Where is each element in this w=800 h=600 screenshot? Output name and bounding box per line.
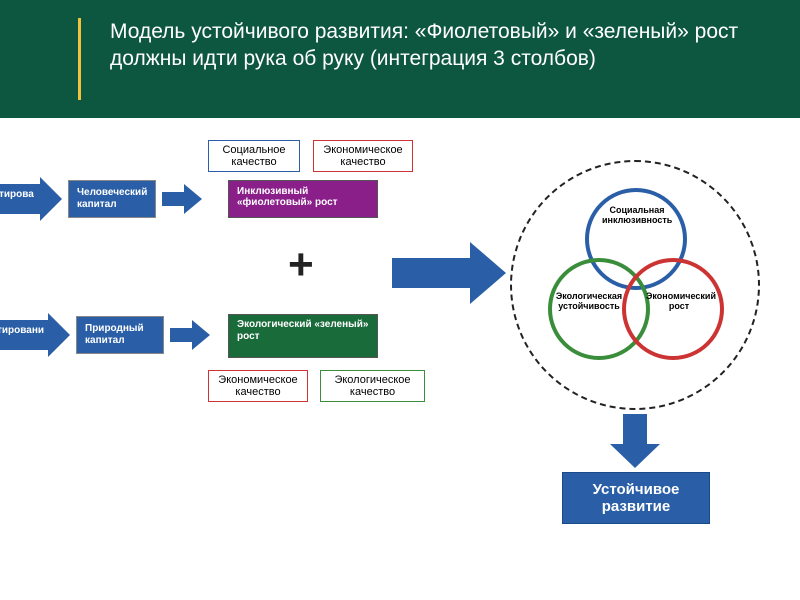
box-human-capital: Человеческий капитал bbox=[68, 180, 156, 218]
arrow1b-head bbox=[184, 184, 202, 214]
big-arrow-head bbox=[470, 242, 506, 304]
venn-label-eco: Экологическая устойчивость bbox=[554, 292, 624, 312]
slide-header: Модель устойчивого развития: «Фиолетовый… bbox=[0, 0, 800, 118]
down-arrow-body bbox=[623, 414, 647, 444]
arrow2a-head bbox=[48, 313, 70, 357]
result-box: Устойчивое развитие bbox=[562, 472, 710, 524]
plus-sign: + bbox=[288, 240, 314, 290]
label-economic-quality: Экономическое качество bbox=[313, 140, 413, 172]
box-invest2: естировани bbox=[0, 320, 48, 350]
slide-title: Модель устойчивого развития: «Фиолетовый… bbox=[110, 18, 780, 73]
venn-label-social: Социальная инклюзивность bbox=[602, 206, 672, 226]
arrow2b-head bbox=[192, 320, 210, 350]
label-ecological-quality: Экологическое качество bbox=[320, 370, 425, 402]
arrow1b-body bbox=[162, 192, 184, 206]
big-arrow-body bbox=[392, 258, 470, 288]
down-arrow-head bbox=[610, 444, 660, 468]
label-economic-quality-2: Экономическое качество bbox=[208, 370, 308, 402]
header-accent-bar bbox=[78, 18, 81, 100]
box-purple-growth: Инклюзивный «фиолетовый» рост bbox=[228, 180, 378, 218]
venn-label-econ: Экономический рост bbox=[646, 292, 712, 312]
box-invest1: естирова bbox=[0, 184, 40, 214]
arrow2b-body bbox=[170, 328, 192, 342]
label-social-quality: Социальное качество bbox=[208, 140, 300, 172]
box-green-growth: Экологический «зеленый» рост bbox=[228, 314, 378, 358]
diagram-area: Социальное качество Экономическое качест… bbox=[0, 122, 800, 600]
venn-diagram: Социальная инклюзивность Экологическая у… bbox=[510, 160, 760, 410]
arrow1a-head bbox=[40, 177, 62, 221]
box-natural-capital: Природный капитал bbox=[76, 316, 164, 354]
